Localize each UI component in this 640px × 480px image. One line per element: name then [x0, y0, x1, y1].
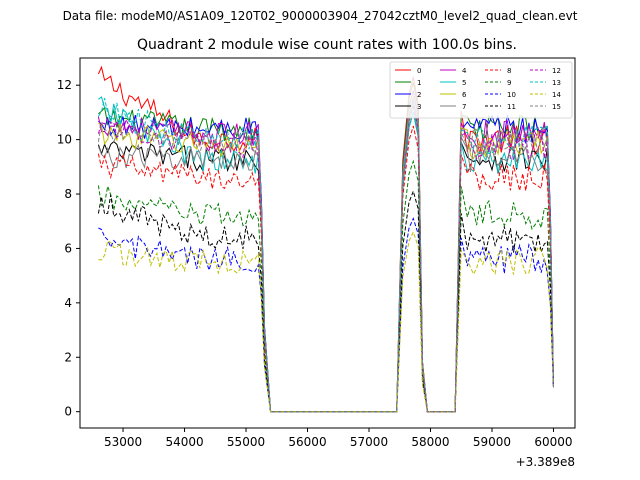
x-tick-label: 57000	[350, 435, 388, 449]
legend-label-3: 3	[417, 103, 421, 111]
legend-label-6: 6	[462, 91, 467, 99]
plot-frame	[79, 57, 576, 429]
y-tick-label: 8	[64, 187, 72, 201]
legend-label-13: 13	[552, 79, 561, 87]
series-line-11	[97, 189, 554, 413]
x-offset-label: +3.389e8	[516, 455, 575, 469]
legend-label-15: 15	[552, 103, 561, 111]
series-line-9	[97, 159, 554, 413]
series-line-12	[97, 104, 554, 413]
y-tick-label: 4	[64, 296, 72, 310]
series-line-0	[97, 65, 554, 413]
legend-label-8: 8	[507, 67, 511, 75]
legend-label-1: 1	[417, 79, 421, 87]
legend-label-7: 7	[462, 103, 466, 111]
y-tick-label: 0	[64, 405, 72, 419]
x-tick-label: 54000	[165, 435, 203, 449]
legend-label-12: 12	[552, 67, 561, 75]
y-tick-label: 10	[57, 133, 72, 147]
series-line-8	[97, 125, 554, 413]
plot-series-group	[97, 65, 554, 413]
legend-label-5: 5	[462, 79, 466, 87]
x-tick-label: 53000	[104, 435, 142, 449]
legend-label-4: 4	[462, 67, 467, 75]
chart-title: Quadrant 2 module wise count rates with …	[137, 37, 517, 53]
y-tick-label: 12	[57, 78, 72, 92]
legend-box	[389, 61, 573, 119]
series-line-3	[97, 112, 554, 413]
series-line-7	[97, 106, 554, 413]
series-line-10	[98, 217, 554, 413]
x-tick-label: 56000	[288, 435, 326, 449]
legend-label-2: 2	[417, 91, 421, 99]
x-tick-label: 58000	[411, 435, 449, 449]
legend-label-14: 14	[552, 91, 561, 99]
figure-suptitle: Data file: modeM0/AS1A09_120T02_90000039…	[63, 9, 578, 23]
series-line-14	[98, 230, 554, 413]
legend-label-0: 0	[417, 67, 421, 75]
y-tick-label: 2	[64, 350, 72, 364]
x-tick-label: 55000	[227, 435, 265, 449]
x-tick-label: 60000	[534, 435, 572, 449]
y-axis: 0 2 4 6 8 10 12	[57, 78, 80, 419]
series-line-5	[98, 96, 554, 413]
x-tick-label: 59000	[473, 435, 511, 449]
legend-label-9: 9	[507, 79, 511, 87]
y-tick-label: 6	[64, 241, 72, 255]
x-axis: 53000 54000 55000 56000 57000 58000 59000 60000	[104, 428, 573, 449]
series-line-13	[97, 97, 554, 413]
legend-label-10: 10	[507, 91, 516, 99]
legend-label-11: 11	[507, 103, 516, 111]
series-line-15	[97, 101, 554, 413]
